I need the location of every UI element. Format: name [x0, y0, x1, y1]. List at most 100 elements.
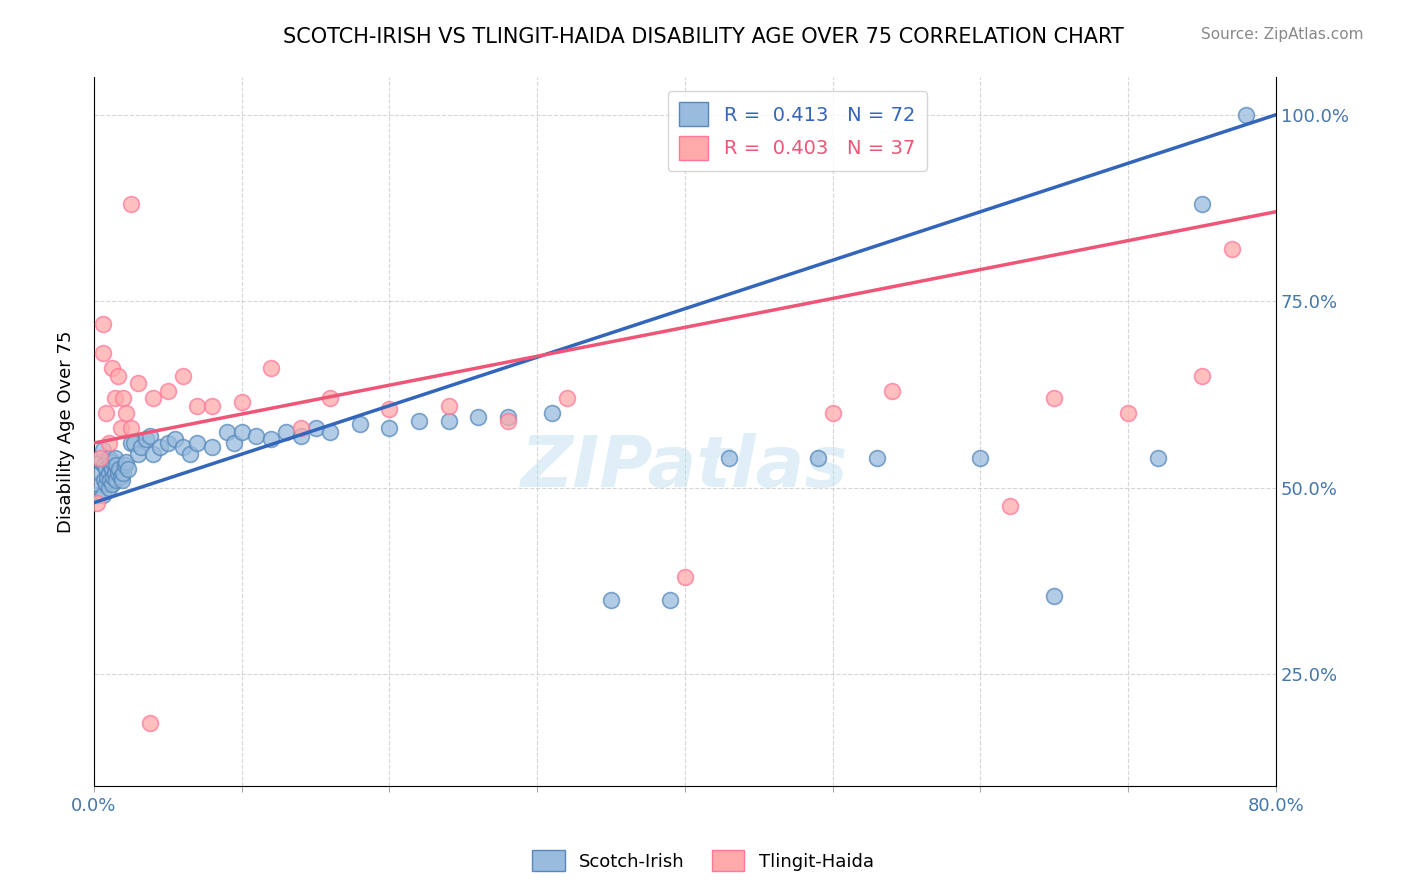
Point [111, 473, 134, 487]
Point [998, 500, 1021, 514]
Point [120, 197, 142, 211]
Point [120, 421, 142, 435]
Point [91, 317, 114, 331]
Point [149, 440, 172, 454]
Y-axis label: Disability Age Over 75: Disability Age Over 75 [58, 331, 75, 533]
Point [110, 421, 132, 435]
Point [93, 473, 115, 487]
Point [1043, 391, 1066, 405]
Point [104, 466, 127, 480]
Point [117, 462, 139, 476]
Point [94, 477, 117, 491]
Point [100, 462, 122, 476]
Point [135, 432, 157, 446]
Point [231, 425, 253, 439]
Point [1234, 108, 1257, 122]
Point [129, 440, 152, 454]
Point [87, 477, 110, 491]
Point [224, 436, 246, 450]
Point [139, 428, 162, 442]
Point [807, 450, 830, 465]
Point [880, 384, 903, 398]
Point [555, 391, 578, 405]
Text: ZIPatlas: ZIPatlas [522, 433, 849, 501]
Point [93, 458, 115, 473]
Point [378, 421, 401, 435]
Point [142, 391, 165, 405]
Point [179, 447, 201, 461]
Point [122, 436, 145, 450]
Point [172, 440, 194, 454]
Point [1220, 242, 1243, 256]
Point [673, 570, 696, 584]
Point [89, 466, 111, 480]
Point [304, 421, 326, 435]
Point [127, 376, 149, 391]
Point [97, 481, 120, 495]
Point [201, 440, 224, 454]
Point [215, 425, 238, 439]
Point [104, 391, 127, 405]
Legend: Scotch-Irish, Tlingit-Haida: Scotch-Irish, Tlingit-Haida [524, 843, 882, 879]
Point [112, 466, 135, 480]
Point [105, 458, 128, 473]
Point [1191, 368, 1213, 383]
Point [90, 455, 112, 469]
Point [127, 447, 149, 461]
Point [319, 391, 342, 405]
Point [201, 399, 224, 413]
Point [290, 428, 312, 442]
Point [541, 406, 564, 420]
Point [1191, 197, 1213, 211]
Point [245, 428, 267, 442]
Point [86, 488, 108, 502]
Point [115, 406, 138, 420]
Point [142, 447, 165, 461]
Point [108, 462, 131, 476]
Point [97, 436, 120, 450]
Point [156, 384, 179, 398]
Point [112, 391, 135, 405]
Point [110, 469, 132, 483]
Point [290, 421, 312, 435]
Point [91, 346, 114, 360]
Text: SCOTCH-IRISH VS TLINGIT-HAIDA DISABILITY AGE OVER 75 CORRELATION CHART: SCOTCH-IRISH VS TLINGIT-HAIDA DISABILITY… [283, 27, 1123, 46]
Point [89, 450, 111, 465]
Point [718, 450, 741, 465]
Point [1146, 450, 1168, 465]
Point [1116, 406, 1139, 420]
Point [437, 399, 460, 413]
Point [408, 414, 430, 428]
Point [496, 409, 519, 424]
Point [91, 488, 114, 502]
Point [378, 402, 401, 417]
Point [104, 450, 127, 465]
Point [139, 715, 162, 730]
Point [107, 368, 129, 383]
Point [100, 477, 122, 491]
Point [97, 466, 120, 480]
Point [600, 592, 623, 607]
Point [94, 462, 117, 476]
Point [86, 496, 108, 510]
Point [172, 368, 194, 383]
Point [260, 432, 283, 446]
Point [349, 417, 371, 432]
Point [866, 450, 889, 465]
Point [98, 473, 121, 487]
Point [659, 592, 682, 607]
Point [186, 436, 208, 450]
Point [120, 436, 142, 450]
Legend: R =  0.413   N = 72, R =  0.403   N = 37: R = 0.413 N = 72, R = 0.403 N = 37 [668, 91, 927, 171]
Point [101, 455, 124, 469]
Point [1043, 589, 1066, 603]
Point [98, 458, 121, 473]
Point [91, 443, 114, 458]
Point [821, 406, 844, 420]
Point [319, 425, 342, 439]
Point [97, 450, 120, 465]
Point [94, 406, 117, 420]
Point [186, 399, 208, 413]
Point [165, 432, 187, 446]
Text: Source: ZipAtlas.com: Source: ZipAtlas.com [1201, 27, 1364, 42]
